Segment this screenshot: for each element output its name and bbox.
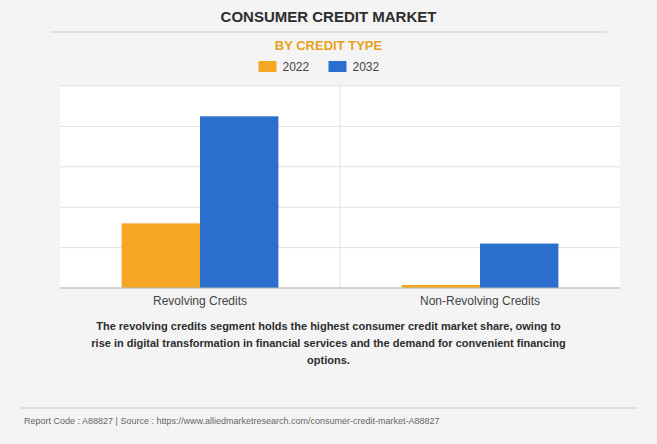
grid [60,86,620,288]
x-tick-label: Non-Revolving Credits [420,294,540,308]
background [0,0,657,444]
subtitle: BY CREDIT TYPE [275,38,383,53]
plot-area [60,86,620,288]
legend-label: 2022 [283,60,310,74]
title: CONSUMER CREDIT MARKET [221,8,437,25]
group-divider [340,86,341,288]
chart: CONSUMER CREDIT MARKET BY CREDIT TYPE 2022… [0,0,657,444]
title-rule [50,32,607,33]
bar [480,244,558,288]
bar [122,223,200,288]
legend-swatch [329,61,347,72]
body-line: rise in digital transformation in financ… [91,337,565,349]
footer-rule [20,408,637,409]
footer: Report Code : A88827 | Source : https://… [24,416,440,426]
bar [200,116,278,288]
body-text: The revolving credits segment holds the … [91,320,565,366]
body-line: options. [307,354,350,366]
bars [122,116,559,288]
legend-label: 2032 [353,60,380,74]
body-line: The revolving credits segment holds the … [96,320,561,332]
x-ticks: Revolving Credits Non-Revolving Credits [153,294,540,308]
legend: 2022 2032 [259,60,380,74]
x-axis [60,288,620,289]
legend-swatch [259,61,277,72]
grid-line [60,288,620,289]
x-tick-label: Revolving Credits [153,294,247,308]
